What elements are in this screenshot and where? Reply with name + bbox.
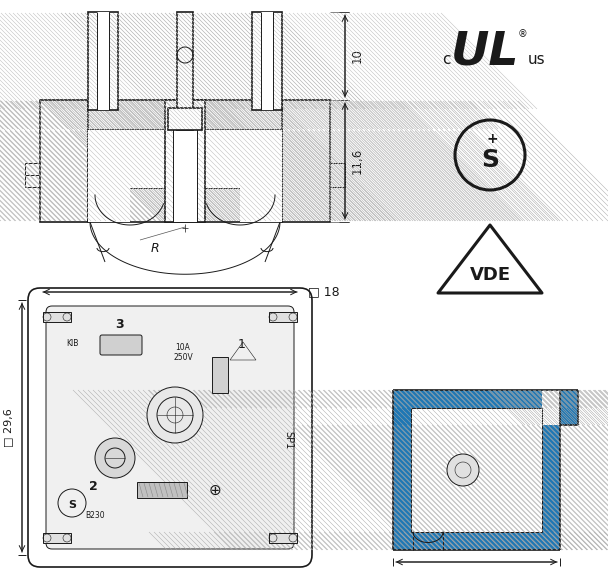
- Bar: [137, 482, 187, 498]
- Bar: [269, 312, 297, 322]
- Bar: [173, 115, 197, 222]
- Text: 3: 3: [116, 319, 124, 332]
- FancyBboxPatch shape: [46, 306, 294, 549]
- Bar: [411, 532, 542, 550]
- Circle shape: [447, 454, 479, 486]
- Bar: [43, 312, 71, 322]
- Bar: [88, 130, 282, 222]
- Bar: [282, 100, 330, 222]
- Text: 10A: 10A: [176, 344, 190, 352]
- Bar: [283, 101, 329, 221]
- Bar: [40, 100, 88, 222]
- Bar: [41, 101, 87, 221]
- Bar: [169, 109, 201, 129]
- Bar: [89, 101, 281, 129]
- Bar: [542, 425, 560, 550]
- Text: UL: UL: [451, 30, 519, 74]
- Text: S: S: [481, 148, 499, 172]
- Bar: [252, 12, 282, 110]
- Text: SP1: SP1: [283, 431, 293, 449]
- FancyBboxPatch shape: [28, 288, 312, 567]
- Text: ®: ®: [518, 29, 528, 39]
- Bar: [168, 108, 202, 130]
- Text: 10: 10: [351, 49, 364, 63]
- Bar: [166, 101, 204, 221]
- Bar: [253, 13, 281, 109]
- Text: □ 29,6: □ 29,6: [3, 408, 13, 447]
- Bar: [269, 533, 297, 543]
- Text: S: S: [68, 500, 76, 510]
- Circle shape: [95, 438, 135, 478]
- Text: VDE: VDE: [469, 266, 511, 284]
- Text: KIB: KIB: [66, 339, 78, 348]
- Bar: [560, 390, 578, 425]
- Text: □ 18: □ 18: [308, 286, 340, 299]
- Bar: [177, 12, 193, 130]
- Bar: [88, 12, 118, 110]
- Bar: [88, 130, 130, 222]
- Bar: [261, 12, 273, 110]
- Text: +: +: [486, 132, 498, 146]
- Bar: [88, 100, 282, 130]
- Text: c: c: [442, 53, 451, 67]
- Text: us: us: [528, 53, 545, 67]
- Circle shape: [147, 387, 203, 443]
- Text: ⊕: ⊕: [209, 482, 221, 497]
- Text: 1: 1: [238, 339, 246, 352]
- Bar: [89, 131, 281, 221]
- Text: 11,6: 11,6: [351, 148, 364, 174]
- Bar: [97, 12, 109, 110]
- Text: 250V: 250V: [173, 353, 193, 363]
- Bar: [165, 100, 205, 222]
- Bar: [411, 390, 542, 408]
- Bar: [240, 130, 282, 222]
- Bar: [43, 533, 71, 543]
- Text: 2: 2: [89, 480, 97, 493]
- Bar: [89, 13, 117, 109]
- Bar: [212, 357, 228, 393]
- Bar: [393, 390, 411, 550]
- Text: B230: B230: [85, 510, 105, 520]
- Bar: [130, 130, 240, 188]
- FancyBboxPatch shape: [100, 335, 142, 355]
- Text: R: R: [151, 242, 159, 255]
